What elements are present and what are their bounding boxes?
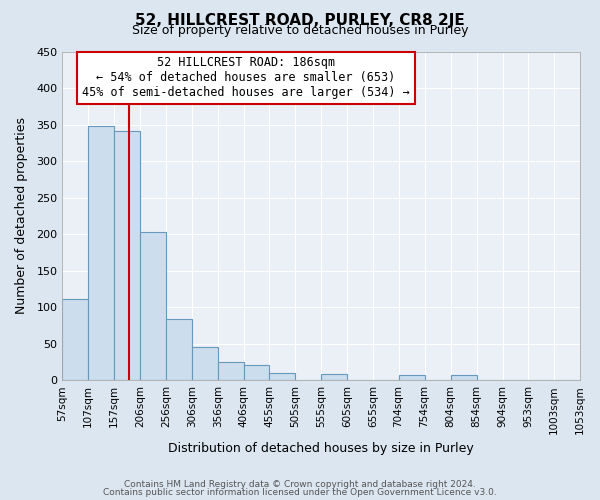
Text: 52 HILLCREST ROAD: 186sqm
← 54% of detached houses are smaller (653)
45% of semi: 52 HILLCREST ROAD: 186sqm ← 54% of detac… xyxy=(82,56,410,100)
Bar xyxy=(192,346,218,380)
Bar xyxy=(218,362,244,380)
Text: Contains HM Land Registry data © Crown copyright and database right 2024.: Contains HM Land Registry data © Crown c… xyxy=(124,480,476,489)
Bar xyxy=(114,131,140,380)
X-axis label: Distribution of detached houses by size in Purley: Distribution of detached houses by size … xyxy=(168,442,474,455)
Bar xyxy=(88,126,114,380)
Bar xyxy=(140,232,166,380)
Text: 52, HILLCREST ROAD, PURLEY, CR8 2JE: 52, HILLCREST ROAD, PURLEY, CR8 2JE xyxy=(135,12,465,28)
Bar xyxy=(451,375,476,380)
Bar xyxy=(244,365,269,380)
Text: Size of property relative to detached houses in Purley: Size of property relative to detached ho… xyxy=(132,24,468,37)
Bar xyxy=(321,374,347,380)
Text: Contains public sector information licensed under the Open Government Licence v3: Contains public sector information licen… xyxy=(103,488,497,497)
Bar xyxy=(166,319,192,380)
Bar xyxy=(62,299,88,380)
Bar xyxy=(269,373,295,380)
Bar xyxy=(398,375,425,380)
Y-axis label: Number of detached properties: Number of detached properties xyxy=(15,118,28,314)
